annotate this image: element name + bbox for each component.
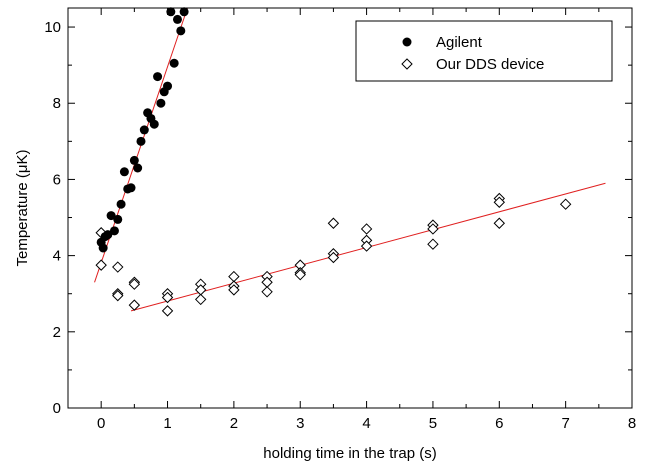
agilent-point — [139, 125, 149, 135]
dds-point — [161, 291, 174, 304]
data-points — [95, 7, 572, 317]
agilent-point — [126, 183, 136, 193]
dds-point — [327, 251, 340, 264]
x-tick-label: 4 — [362, 415, 370, 432]
agilent-point — [98, 243, 108, 253]
axis-ticks: 0 1 2 3 4 5 6 7 8 0 2 4 6 8 10 — [44, 8, 636, 432]
legend-diamond — [401, 58, 413, 70]
dds-point — [95, 259, 107, 271]
agilent-point — [176, 26, 186, 36]
y-tick-label: 2 — [53, 324, 61, 341]
legend-marker-dds — [401, 58, 413, 70]
dds-point — [294, 268, 306, 281]
x-tick-label: 8 — [628, 415, 636, 432]
x-tick-label: 7 — [561, 415, 569, 432]
y-tick-label: 10 — [44, 19, 61, 36]
dds-point — [228, 284, 240, 296]
y-tick-label: 4 — [53, 248, 61, 265]
legend-dot — [402, 37, 412, 47]
legend-box — [355, 20, 613, 82]
x-tick-label: 2 — [230, 415, 238, 432]
dds-point — [161, 305, 174, 317]
agilent-point — [103, 230, 113, 240]
dds-point — [427, 223, 439, 235]
x-tick-label: 1 — [163, 415, 171, 432]
dds-point — [360, 240, 373, 252]
agilent-point — [136, 136, 146, 146]
agilent-point — [156, 98, 166, 108]
x-tick-label: 5 — [429, 415, 437, 432]
legend-label-dds: Our DDS device — [436, 56, 544, 73]
legend: Agilent Our DDS device — [355, 20, 613, 82]
agilent-point — [153, 72, 163, 82]
dds-point — [128, 299, 141, 311]
dds-point — [427, 238, 439, 250]
x-tick-label: 6 — [495, 415, 503, 432]
dds-point — [112, 261, 124, 273]
agilent-point — [169, 58, 179, 68]
agilent-point — [149, 119, 159, 129]
x-tick-label: 3 — [296, 415, 304, 432]
agilent-point — [129, 155, 139, 165]
agilent-point — [133, 163, 143, 173]
dds-point — [194, 293, 207, 306]
agilent-point — [163, 81, 173, 91]
x-axis-label: holding time in the trap (s) — [263, 445, 436, 462]
y-tick-label: 8 — [53, 95, 61, 112]
agilent-point — [166, 7, 176, 17]
dds-point — [261, 286, 273, 298]
dds-point — [559, 198, 572, 210]
agilent-point — [179, 7, 189, 17]
agilent-point — [116, 199, 126, 209]
y-axis-label: Temperature (μK) — [14, 149, 31, 266]
dds-point — [493, 217, 506, 229]
agilent-point — [109, 226, 119, 236]
agilent-point — [172, 14, 182, 24]
plot-frame — [67, 7, 633, 409]
x-tick-label: 0 — [97, 415, 105, 432]
legend-label-agilent: Agilent — [436, 34, 483, 51]
y-tick-label: 6 — [53, 171, 61, 188]
dds-point — [228, 270, 240, 283]
agilent-point — [119, 167, 129, 177]
agilent-point — [113, 214, 123, 224]
y-tick-label: 0 — [53, 400, 61, 417]
dds-point — [327, 217, 340, 229]
dds-point — [112, 289, 124, 302]
dds-point — [261, 276, 273, 288]
dds-point — [128, 278, 141, 290]
agilent-point — [106, 211, 116, 221]
legend-marker-agilent — [402, 37, 412, 47]
dds-point — [360, 223, 373, 235]
dds-point — [493, 196, 506, 208]
